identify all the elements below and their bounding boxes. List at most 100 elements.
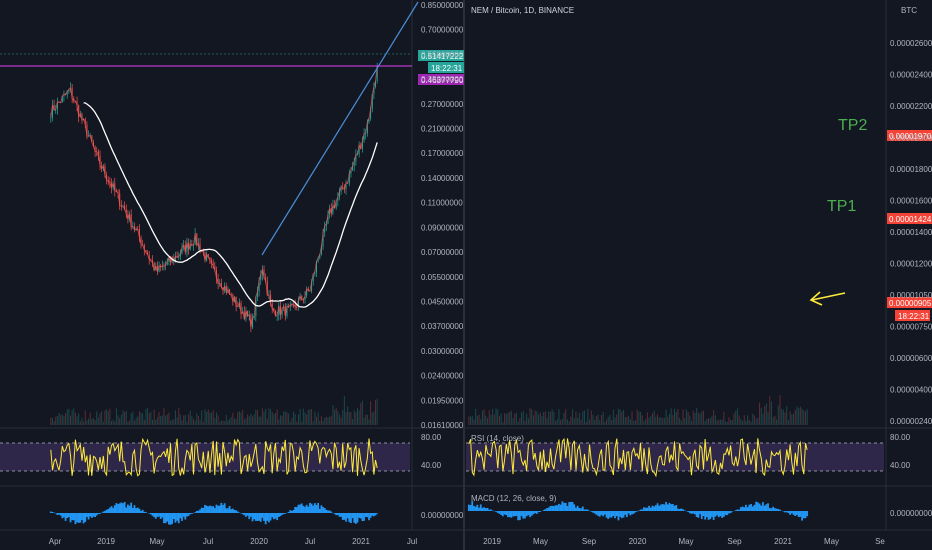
left-macd-bar (97, 513, 100, 514)
right-volume-bar (755, 418, 757, 425)
right-volume-bar (538, 414, 540, 425)
left-macd-bar (294, 506, 297, 513)
left-macd-bar (313, 503, 316, 513)
left-price-tick: 0.70000000 (421, 26, 464, 35)
right-macd-bar (631, 511, 633, 515)
left-volume-bar (209, 412, 211, 425)
left-candle (81, 113, 83, 121)
right-volume-bar (694, 412, 696, 425)
right-volume-bar (726, 421, 728, 425)
left-macd-bar (145, 512, 147, 513)
left-volume-bar (368, 419, 370, 425)
right-time-tick: May (824, 537, 839, 546)
right-macd-bar (527, 511, 530, 516)
right-time-tick: 2021 (774, 537, 792, 546)
left-price-tick: 0.35000000 (421, 75, 464, 84)
right-macd-bar (525, 511, 528, 517)
right-macd-bar (670, 504, 673, 511)
left-time-tick: 2020 (250, 537, 268, 546)
left-macd-bar (213, 508, 216, 513)
left-candle (253, 316, 255, 319)
right-volume-bar (606, 419, 608, 425)
right-volume-bar (563, 412, 565, 425)
left-macd-bar (291, 510, 293, 513)
left-candle (125, 209, 127, 214)
left-macd-bar (72, 513, 75, 521)
right-macd-bar (501, 511, 504, 517)
left-candle (71, 87, 73, 99)
left-candle (371, 94, 373, 110)
right-macd-bar (484, 508, 487, 511)
right-volume-bar (776, 419, 778, 425)
right-macd-bar (738, 509, 741, 511)
right-volume-bar (526, 413, 528, 425)
left-price-tick: 0.03000000 (421, 347, 464, 356)
left-volume-bar (129, 420, 131, 425)
left-candle (260, 274, 262, 281)
left-macd-bar (233, 509, 236, 513)
left-candle (160, 265, 162, 268)
left-macd-bar (204, 504, 206, 513)
tp1-label: TP1 (827, 198, 856, 215)
right-macd-bar (600, 511, 603, 516)
left-volume-bar (332, 404, 334, 425)
left-volume-bar (302, 408, 304, 425)
right-macd-bar (648, 505, 650, 511)
left-candle (373, 86, 375, 95)
right-time-tick: 2019 (483, 537, 501, 546)
right-volume-bar (487, 418, 489, 425)
right-macd-bar (668, 502, 671, 511)
right-macd-bar (646, 507, 649, 511)
right-volume-bar (689, 415, 691, 425)
left-macd-bar (171, 513, 174, 524)
right-macd-bar (797, 511, 800, 518)
right-volume-bar (696, 408, 698, 425)
left-candle (224, 285, 226, 291)
right-volume-bar (514, 413, 516, 425)
left-macd-bar (269, 513, 272, 521)
right-macd-bar (750, 503, 752, 511)
left-candle (196, 233, 198, 246)
right-macd-bar (535, 511, 538, 514)
right-macd-bar (546, 508, 548, 511)
right-volume-bar (702, 410, 704, 425)
left-macd-bar (189, 513, 192, 515)
right-macd-bar (471, 501, 474, 511)
right-macd-bar (476, 504, 479, 511)
left-volume-bar (176, 417, 178, 425)
left-candle (92, 142, 94, 147)
right-volume-bar (650, 416, 652, 425)
left-volume-bar (270, 409, 272, 425)
left-candle (273, 308, 275, 311)
left-macd-bar (328, 510, 331, 513)
left-macd-bar (250, 513, 252, 517)
left-candle (130, 214, 132, 227)
right-time-tick: Se (875, 537, 885, 546)
right-volume-bar (699, 413, 701, 425)
right-volume-bar (544, 411, 546, 425)
right-macd-bar (731, 511, 734, 512)
left-macd-bar (143, 511, 146, 513)
left-candle (143, 245, 145, 250)
left-candle (284, 306, 286, 317)
right-volume-bar (548, 411, 550, 425)
left-macd-bar (177, 513, 180, 524)
left-candle (363, 133, 365, 142)
left-macd-bar (222, 505, 224, 513)
right-macd-bar (794, 511, 797, 516)
right-macd-bar (590, 511, 593, 512)
left-purple-tag (418, 74, 464, 85)
right-macd-bar (615, 511, 618, 517)
left-volume-bar (168, 412, 170, 425)
right-volume-bar (524, 420, 526, 425)
left-candle (78, 105, 80, 117)
left-macd-bar (94, 513, 96, 518)
left-macd-bar (176, 513, 178, 521)
left-macd-bar (256, 513, 259, 521)
left-macd-bar (195, 510, 198, 513)
right-volume-bar (660, 417, 662, 425)
right-volume-bar (616, 414, 618, 425)
left-volume-bar (220, 420, 222, 425)
right-macd-bar (688, 511, 691, 514)
left-candle (97, 151, 99, 156)
